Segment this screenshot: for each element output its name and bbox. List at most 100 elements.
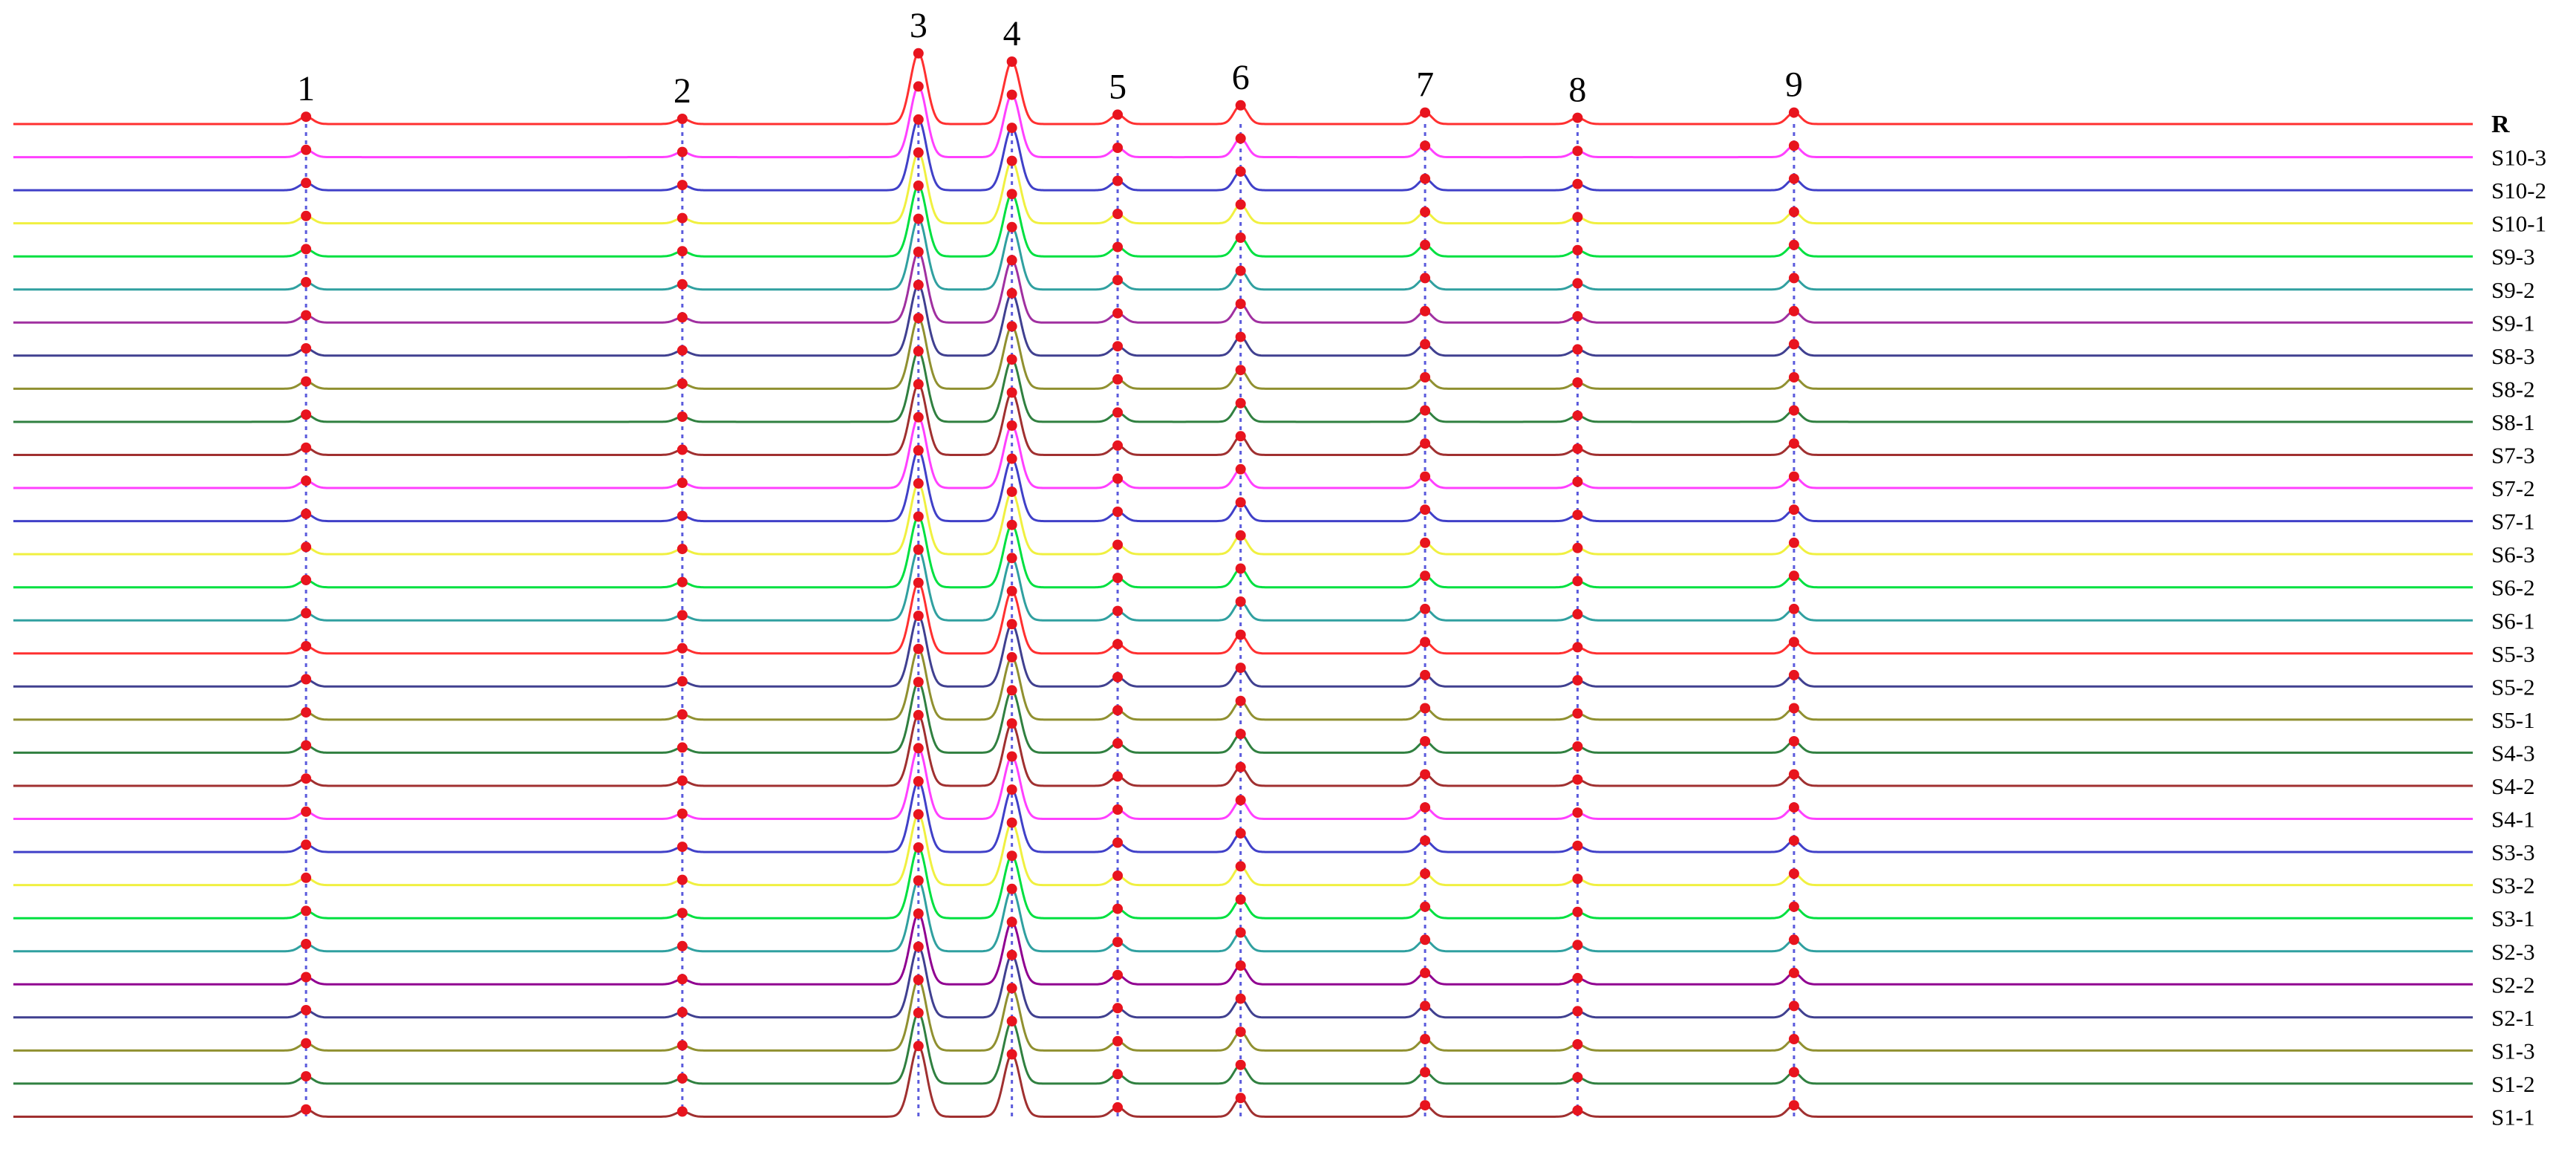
peak-marker [1006, 917, 1017, 928]
peak-marker [1112, 969, 1124, 980]
peak-marker [1112, 738, 1124, 749]
series-label: S8-1 [2491, 409, 2535, 435]
peak-marker [301, 1071, 312, 1082]
peak-marker [1788, 835, 1799, 846]
peak-marker [676, 279, 688, 290]
peak-marker [1112, 143, 1124, 153]
peak-marker [1572, 1039, 1583, 1050]
peak-marker [301, 244, 312, 255]
peak-marker [1112, 109, 1124, 120]
peak-marker [1006, 387, 1017, 398]
peak-marker [913, 709, 924, 720]
peak-marker [913, 313, 924, 324]
peak-marker [676, 345, 688, 356]
peak-marker [913, 445, 924, 456]
peak-marker [1420, 835, 1431, 846]
peak-marker [676, 544, 688, 555]
peak-marker [1006, 1049, 1017, 1060]
peak-marker [676, 212, 688, 224]
peak-marker [676, 510, 688, 521]
series-label: R [2491, 111, 2510, 138]
peak-marker [1112, 870, 1124, 881]
peak-marker [913, 1007, 924, 1018]
peak-marker [301, 839, 312, 850]
series-label: S6-1 [2491, 608, 2535, 634]
peak-marker [1420, 471, 1431, 482]
trace-S8-3 [13, 284, 2473, 357]
peak-marker [1420, 802, 1431, 813]
peak-marker [301, 276, 312, 287]
peak-marker [913, 379, 924, 390]
peak-marker [1420, 669, 1431, 680]
peak-marker [1112, 1003, 1124, 1014]
peak-marker [301, 972, 312, 983]
peak-marker [1006, 287, 1017, 299]
trace-S9-1 [13, 250, 2473, 324]
peak-marker [1235, 1093, 1246, 1104]
peak-marker [1235, 894, 1246, 905]
peak-marker [1420, 934, 1431, 946]
peak-marker [301, 144, 312, 155]
trace-S10-3 [13, 85, 2473, 159]
peak-marker [1420, 570, 1431, 582]
peak-marker [301, 343, 312, 354]
peak-number-label: 6 [1232, 58, 1250, 97]
peak-marker [1572, 278, 1583, 289]
peak-marker [1006, 354, 1017, 365]
peak-marker [1788, 173, 1799, 184]
peak-marker [1572, 642, 1583, 653]
series-label: S7-2 [2491, 475, 2535, 501]
peak-marker [1006, 255, 1017, 266]
peak-marker [1420, 901, 1431, 912]
peak-marker [1572, 873, 1583, 885]
peak-marker [1788, 1000, 1799, 1012]
peak-marker [1788, 570, 1799, 582]
peak-marker [913, 247, 924, 258]
peak-marker [1235, 431, 1246, 442]
peak-marker [1112, 341, 1124, 352]
peak-marker [1112, 209, 1124, 219]
peak-marker [1788, 1100, 1799, 1111]
peak-marker [1788, 769, 1799, 780]
peak-marker [1572, 344, 1583, 355]
peak-marker [1572, 774, 1583, 785]
peak-marker [1420, 769, 1431, 780]
peak-marker [676, 642, 688, 654]
peak-marker [1420, 372, 1431, 383]
peak-marker [1235, 729, 1246, 740]
peak-marker [1788, 273, 1799, 284]
trace-S2-2 [13, 912, 2473, 986]
peak-marker [301, 475, 312, 486]
peak-marker [676, 312, 688, 323]
series-label: S1-2 [2491, 1071, 2535, 1097]
peak-marker [1420, 339, 1431, 350]
peak-marker [1420, 206, 1431, 218]
peak-marker [301, 1038, 312, 1049]
peak-marker [1235, 265, 1246, 276]
peak-marker [1112, 903, 1124, 914]
peak-marker [1112, 771, 1124, 782]
peak-marker [1235, 1026, 1246, 1038]
peak-number-label: 3 [910, 6, 927, 45]
peak-marker [1006, 221, 1017, 232]
series-label: S10-1 [2491, 211, 2546, 237]
peak-marker [301, 740, 312, 751]
peak-marker [1006, 89, 1017, 100]
peak-number-label: 5 [1109, 67, 1126, 106]
peak-marker [913, 743, 924, 754]
peak-marker [1235, 861, 1246, 872]
trace-S3-1 [13, 846, 2473, 920]
peak-marker [301, 674, 312, 685]
peak-marker [1006, 155, 1017, 166]
peak-marker [1235, 993, 1246, 1004]
peak-marker [1006, 718, 1017, 729]
peak-marker [1572, 178, 1583, 189]
peak-marker [1788, 637, 1799, 648]
peak-marker [1788, 372, 1799, 383]
peak-marker [301, 939, 312, 949]
peak-marker [676, 676, 688, 687]
trace-S6-3 [13, 482, 2473, 556]
peak-marker [1788, 868, 1799, 879]
